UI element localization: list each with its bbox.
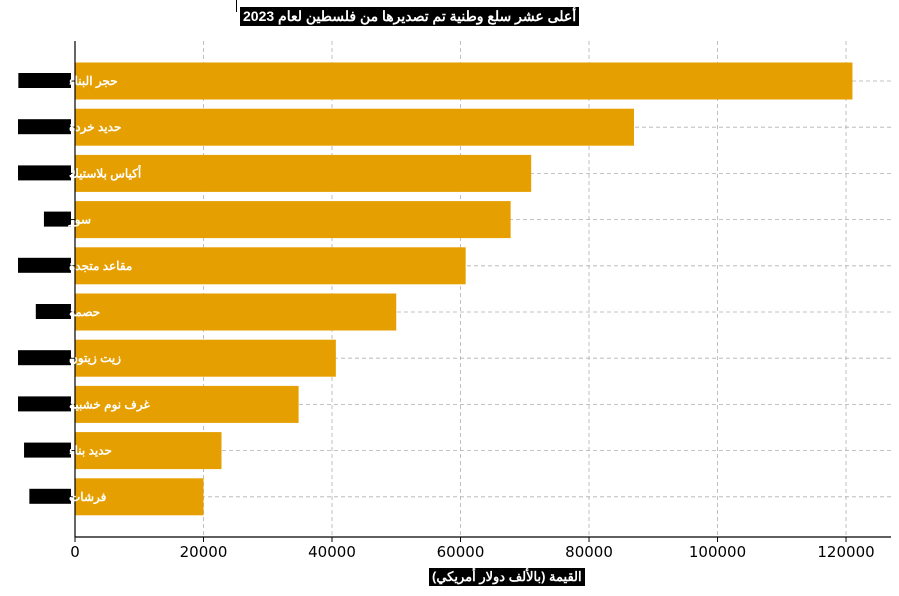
y-tick-label-7: غرف نوم خشبية xyxy=(18,396,150,412)
y-category-labels: حجر البناء حديد خردة أكياس بلاستيك سور مقاعد… xyxy=(18,73,150,505)
y-tick-label-3: سور xyxy=(43,211,91,228)
bars xyxy=(75,62,853,516)
bar-1 xyxy=(75,108,634,146)
y-label-bg-6 xyxy=(18,350,71,366)
y-tick-label-1: حديد خردة xyxy=(18,119,121,135)
y-tick-label-4: مقاعد متجدة xyxy=(18,257,132,273)
y-label-text-9: فرشات xyxy=(69,490,107,505)
y-label-text-8: حديد بناء xyxy=(69,444,112,458)
y-label-text-4: مقاعد متجدة xyxy=(69,259,132,273)
y-label-text-6: زيت زيتون xyxy=(69,351,121,366)
x-ticks: 0 20000 40000 60000 80000 100000 120000 xyxy=(70,537,875,561)
x-tick-label-6: 120000 xyxy=(817,543,874,561)
stray-tick xyxy=(236,0,237,12)
bar-0 xyxy=(75,62,853,100)
bar-9 xyxy=(75,478,204,516)
x-tick-label-5: 100000 xyxy=(689,543,746,561)
bar-5 xyxy=(75,293,397,331)
y-label-text-3: سور xyxy=(68,213,91,228)
y-tick-label-6: زيت زيتون xyxy=(18,350,121,366)
y-label-bg-1 xyxy=(18,119,71,135)
bar-6 xyxy=(75,339,336,377)
bar-3 xyxy=(75,201,511,239)
x-axis-label: القيمة (بالألف دولار أمريكي) xyxy=(429,568,585,586)
bar-7 xyxy=(75,385,299,423)
y-tick-label-5: حصمة xyxy=(35,304,100,319)
y-label-bg-5 xyxy=(35,304,71,319)
x-tick-label-3: 60000 xyxy=(437,543,485,561)
axes xyxy=(74,41,891,538)
bar-4 xyxy=(75,247,466,285)
y-label-bg-3 xyxy=(43,211,71,227)
y-tick-label-9: فرشات xyxy=(29,488,107,505)
y-label-text-1: حديد خردة xyxy=(69,120,121,135)
x-tick-label-0: 0 xyxy=(70,543,80,561)
chart-title: أعلى عشر سلع وطنية تم تصديرها من فلسطين … xyxy=(240,7,580,26)
x-tick-label-2: 40000 xyxy=(308,543,356,561)
y-label-text-7: غرف نوم خشبية xyxy=(69,397,150,412)
y-label-bg-9 xyxy=(29,488,71,504)
y-label-text-5: حصمة xyxy=(69,305,100,319)
y-label-bg-0 xyxy=(18,73,71,88)
x-tick-label-1: 20000 xyxy=(180,543,228,561)
y-label-text-2: أكياس بلاستيك xyxy=(69,165,141,181)
y-label-bg-7 xyxy=(18,396,71,412)
x-tick-label-4: 80000 xyxy=(565,543,613,561)
y-label-bg-8 xyxy=(24,442,71,458)
y-label-bg-2 xyxy=(18,165,71,181)
y-label-bg-4 xyxy=(18,257,71,273)
y-tick-label-0: حجر البناء xyxy=(18,73,118,89)
y-label-text-0: حجر البناء xyxy=(69,74,118,89)
y-tick-label-8: حديد بناء xyxy=(24,442,112,458)
y-tick-label-2: أكياس بلاستيك xyxy=(18,165,141,181)
bar-2 xyxy=(75,154,532,192)
bar-8 xyxy=(75,432,222,470)
